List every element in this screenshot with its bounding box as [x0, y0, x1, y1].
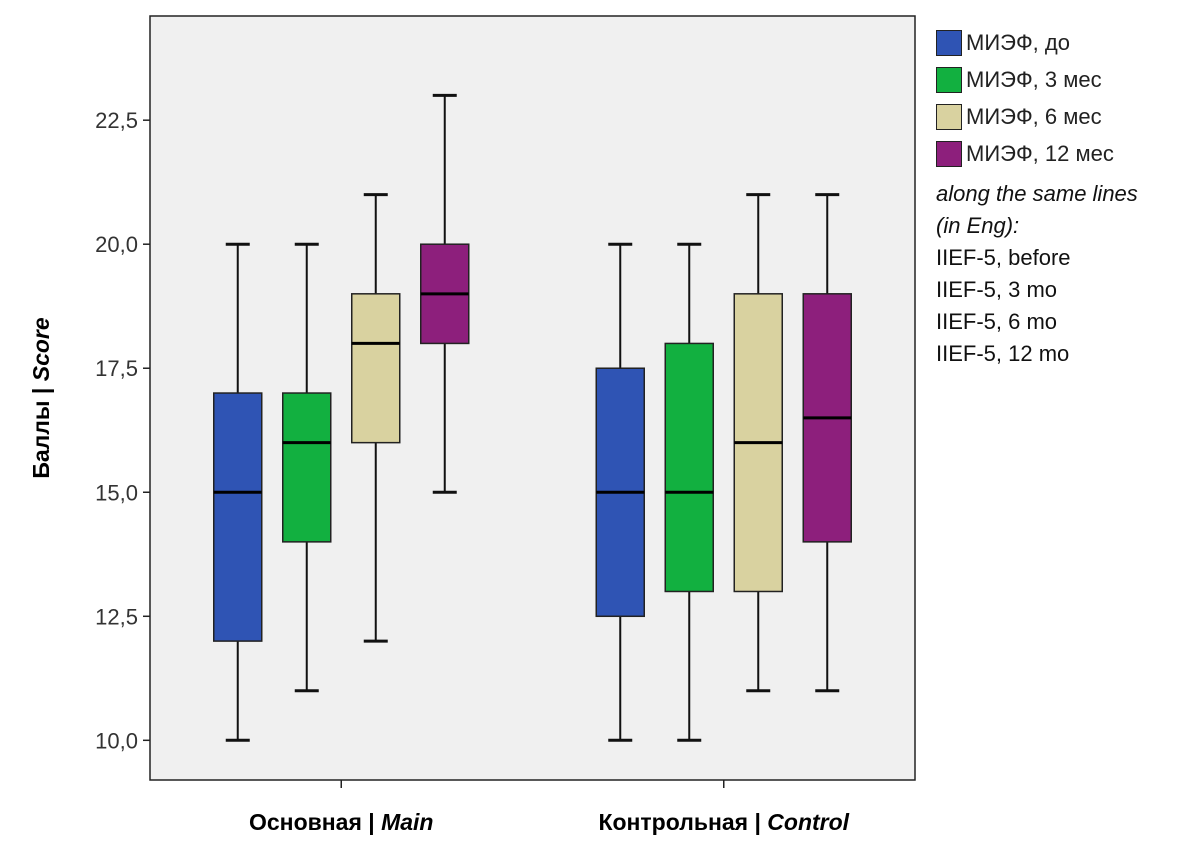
legend-item: МИЭФ, до	[936, 24, 1196, 61]
box-iqr	[282, 392, 332, 543]
legend-swatch	[936, 103, 962, 130]
legend-label: МИЭФ, 12 мес	[966, 140, 1114, 166]
legend-item: МИЭФ, 3 мес	[936, 61, 1196, 98]
y-tick-label: 17,5	[95, 356, 138, 381]
y-tick-label: 20,0	[95, 232, 138, 257]
y-tick-label: 15,0	[95, 480, 138, 505]
box-group	[595, 242, 645, 742]
box-series	[213, 93, 852, 742]
y-tick-label: 22,5	[95, 108, 138, 133]
x-axis: Основная | Main Контрольная | Control	[249, 780, 850, 835]
legend-note-subtitle: (in Eng):	[936, 213, 1020, 238]
box-iqr	[351, 293, 401, 444]
box-group	[351, 193, 401, 643]
legend-note-line: IIEF-5, 6 mo	[936, 309, 1058, 334]
legend-label: МИЭФ, 3 мес	[966, 66, 1102, 92]
legend-label: МИЭФ, 6 мес	[966, 103, 1102, 129]
x-category-label: Основная | Main	[249, 809, 433, 835]
legend-note-title: along the same lines	[936, 181, 1138, 206]
legend-items: МИЭФ, до МИЭФ, 3 мес МИЭФ, 6 мес МИЭФ, 12 м…	[936, 24, 1196, 172]
box-iqr	[664, 342, 714, 593]
legend-note-line: IIEF-5, 3 mo	[936, 277, 1058, 302]
box-group	[664, 242, 714, 742]
legend-item: МИЭФ, 12 мес	[936, 135, 1196, 172]
box-group	[282, 242, 332, 693]
plot-area	[149, 15, 916, 781]
legend-item: МИЭФ, 6 мес	[936, 98, 1196, 135]
x-category-label: Контрольная | Control	[598, 809, 849, 835]
legend-note-line: IIEF-5, before	[936, 245, 1071, 270]
legend: МИЭФ, до МИЭФ, 3 мес МИЭФ, 6 мес МИЭФ, 12 м…	[936, 24, 1196, 370]
y-axis: 10,0 12,5 15,0 17,5 20,0 22,5	[95, 108, 150, 753]
legend-note-line: IIEF-5, 12 mo	[936, 341, 1070, 366]
box-group	[213, 242, 263, 742]
legend-swatch	[936, 29, 962, 56]
box-iqr	[213, 392, 263, 642]
y-tick-label: 12,5	[95, 604, 138, 629]
box-group	[420, 93, 470, 494]
y-tick-label: 10,0	[95, 728, 138, 753]
legend-english-note: along the same lines (in Eng): IIEF-5, b…	[936, 178, 1196, 370]
legend-swatch	[936, 66, 962, 93]
legend-swatch	[936, 140, 962, 167]
box-group	[733, 193, 783, 693]
box-group	[802, 193, 852, 693]
y-axis-title: Баллы | Score	[28, 317, 54, 479]
legend-label: МИЭФ, до	[966, 29, 1070, 55]
